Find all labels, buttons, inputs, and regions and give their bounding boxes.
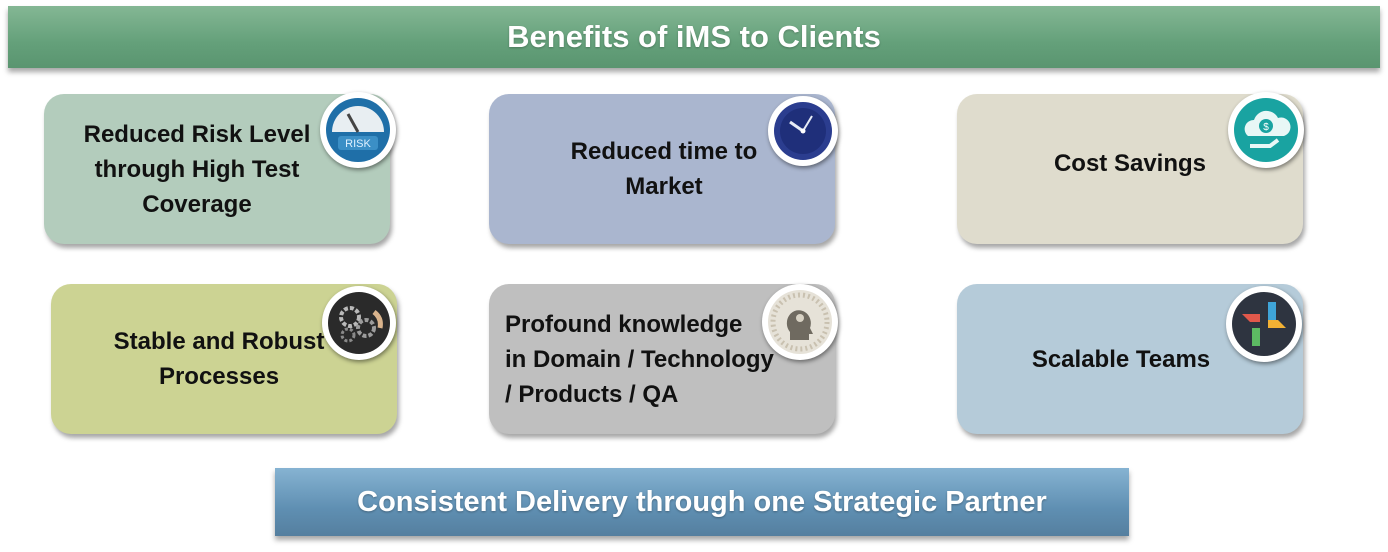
benefit-label: Reduced Risk Level through High Test Cov…	[83, 120, 311, 218]
footer-banner: Consistent Delivery through one Strategi…	[275, 468, 1129, 536]
page-title: Benefits of iMS to Clients	[507, 19, 881, 54]
knowledge-head-icon	[762, 284, 838, 360]
title-banner: Benefits of iMS to Clients	[8, 6, 1380, 68]
benefit-label: Profound knowledge in Domain / Technolog…	[505, 310, 774, 408]
benefit-label: Scalable Teams	[1031, 345, 1211, 373]
footer-text: Consistent Delivery through one Strategi…	[357, 485, 1047, 518]
benefit-label: Cost Savings	[1053, 149, 1207, 177]
risk-gauge-icon: RISK	[320, 92, 396, 168]
benefit-card-knowledge: Profound knowledge in Domain / Technolog…	[489, 284, 835, 434]
svg-text:$: $	[1263, 122, 1269, 133]
money-cloud-icon: $	[1228, 92, 1304, 168]
gears-icon	[322, 286, 396, 360]
benefit-label: Reduced time to Market	[570, 138, 758, 200]
teamwork-hands-icon	[1226, 286, 1302, 362]
clock-icon	[768, 96, 838, 166]
svg-text:RISK: RISK	[345, 138, 371, 150]
benefit-label: Stable and Robust Processes	[113, 328, 325, 390]
